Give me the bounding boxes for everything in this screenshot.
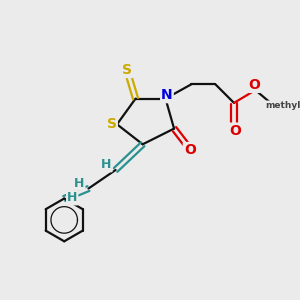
Text: H: H (101, 158, 112, 171)
Text: O: O (248, 78, 260, 92)
Text: O: O (184, 143, 196, 157)
Text: S: S (122, 63, 132, 77)
Text: H: H (67, 191, 77, 204)
Text: methyl: methyl (265, 101, 300, 110)
Text: S: S (107, 117, 117, 131)
Text: N: N (161, 88, 173, 102)
Text: O: O (230, 124, 242, 138)
Text: H: H (74, 177, 85, 190)
